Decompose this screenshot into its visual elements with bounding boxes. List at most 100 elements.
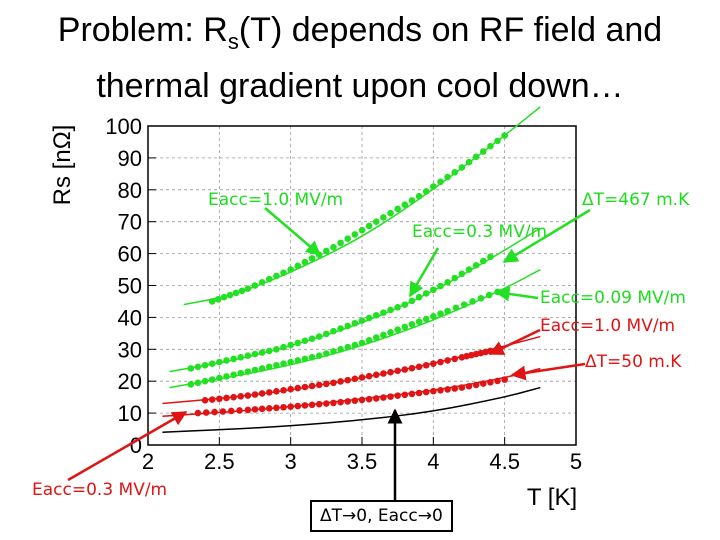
data-point	[430, 313, 437, 320]
data-point	[501, 132, 508, 139]
data-point	[422, 388, 430, 396]
data-point	[244, 285, 252, 292]
data-point	[365, 222, 373, 230]
y-tick-label: 0	[130, 433, 142, 458]
data-point	[422, 315, 430, 323]
data-point	[265, 347, 273, 355]
data-point	[294, 402, 302, 410]
data-point	[301, 355, 309, 363]
data-point	[472, 381, 480, 389]
x-axis: 2 2.5 3 3.5 4 4.5 5	[142, 437, 582, 474]
data-point	[301, 258, 309, 266]
data-point	[472, 153, 480, 161]
data-point	[451, 385, 459, 392]
annotation-dt-467: ΔT=467 m.K	[582, 190, 690, 210]
data-point	[323, 330, 330, 338]
data-point	[408, 197, 416, 204]
data-point	[208, 396, 216, 403]
data-point	[365, 372, 373, 380]
annotation-eacc-009: Eacc=0.09 MV/m	[540, 288, 686, 308]
data-point	[422, 361, 430, 369]
data-point	[294, 339, 302, 347]
annotation-dt-50: ΔT=50 m.K	[585, 352, 682, 372]
data-point	[301, 383, 309, 391]
data-point	[251, 391, 259, 398]
data-point	[308, 335, 316, 342]
data-point	[208, 360, 216, 367]
y-axis: 0 10 20 30 40 50 60 70 80 90 100	[105, 114, 156, 458]
data-point	[501, 376, 508, 383]
data-point	[380, 370, 387, 377]
data-point	[323, 247, 330, 255]
data-point	[358, 339, 366, 347]
data-point	[415, 363, 423, 371]
data-point	[358, 374, 366, 381]
data-point	[258, 279, 266, 286]
data-point	[444, 307, 451, 315]
data-point	[479, 257, 487, 265]
arrow-green-dt-467	[502, 208, 591, 264]
data-point	[315, 381, 323, 389]
data-point	[387, 209, 394, 217]
data-point	[351, 375, 359, 383]
data-point	[280, 360, 287, 367]
data-point	[452, 304, 460, 312]
data-point	[280, 386, 287, 394]
data-point	[323, 400, 330, 407]
data-point	[408, 390, 416, 398]
data-point	[372, 395, 380, 402]
y-tick-label: 30	[118, 337, 142, 362]
data-point	[330, 348, 337, 355]
data-point	[372, 311, 380, 319]
y-axis-label: Rs [nΩ]	[49, 125, 76, 206]
data-point	[487, 253, 494, 261]
data-point	[265, 405, 273, 412]
data-point	[223, 373, 230, 380]
data-point	[408, 364, 416, 372]
data-point	[330, 243, 337, 251]
y-tick-label: 90	[118, 146, 142, 171]
annotation-eacc-03-green: Eacc=0.3 MV/m	[412, 222, 548, 242]
data-point	[294, 262, 302, 270]
data-point	[330, 379, 337, 387]
data-point	[430, 387, 437, 395]
data-point	[251, 282, 259, 289]
data-point	[280, 269, 287, 277]
data-point	[437, 178, 444, 186]
data-point	[244, 352, 252, 359]
data-point	[337, 378, 344, 385]
data-point	[415, 318, 423, 325]
data-point	[337, 346, 344, 353]
data-point	[273, 404, 280, 412]
data-point	[430, 183, 437, 190]
annotation-limit-box: ΔT→0, Eacc→0	[310, 500, 453, 532]
data-point	[351, 397, 359, 404]
data-point	[458, 384, 466, 391]
data-point	[287, 358, 294, 366]
data-point	[315, 400, 323, 408]
data-point	[365, 336, 373, 344]
data-point	[415, 293, 423, 301]
data-point	[315, 333, 323, 340]
data-point	[301, 337, 309, 345]
fit-line	[162, 388, 540, 433]
data-point	[415, 389, 423, 397]
data-point	[479, 148, 487, 155]
x-tick-label: 4.5	[489, 449, 520, 474]
data-point	[337, 325, 344, 332]
data-point	[422, 188, 430, 195]
arrow-red-eacc-03	[67, 410, 188, 482]
data-point	[401, 301, 409, 308]
annotation-eacc-1-red: Eacc=1.0 MV/m	[540, 316, 676, 336]
data-point	[330, 327, 337, 335]
data-point	[479, 380, 487, 387]
data-point	[444, 173, 451, 181]
data-point	[460, 301, 468, 308]
annotation-eacc-1-green: Eacc=1.0 MV/m	[208, 190, 344, 210]
data-point	[401, 323, 409, 331]
data-point	[380, 394, 387, 401]
data-point	[465, 266, 473, 273]
data-point	[394, 205, 401, 213]
data-point	[458, 270, 466, 278]
